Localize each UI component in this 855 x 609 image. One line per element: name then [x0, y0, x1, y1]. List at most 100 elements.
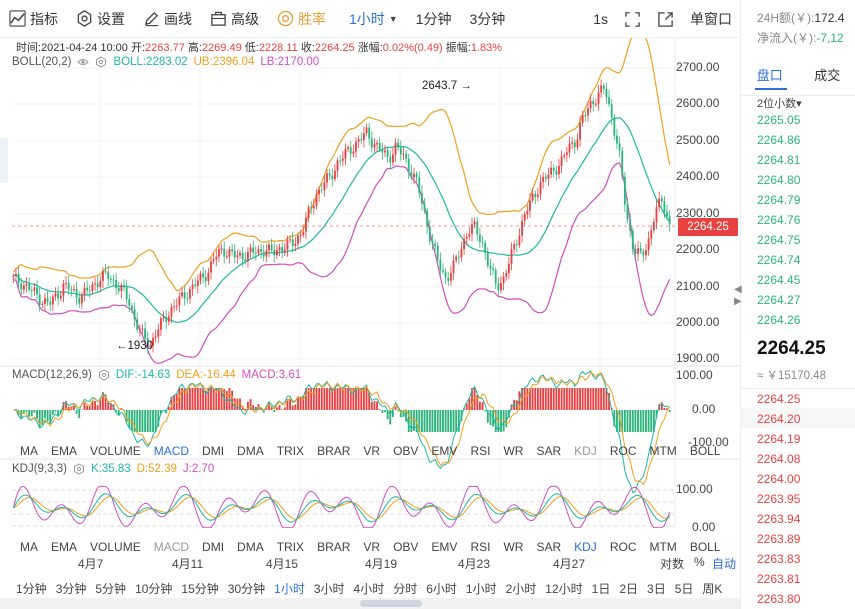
indicator-tab[interactable]: TRIX: [276, 444, 305, 458]
bid-price-row[interactable]: 2264.20: [757, 412, 801, 426]
indicator-tab[interactable]: VOLUME: [90, 540, 141, 554]
ask-price-row[interactable]: 2264.27: [757, 293, 801, 307]
indicator-tab[interactable]: DMA: [237, 540, 264, 554]
speed-button[interactable]: 1s: [585, 0, 616, 38]
bid-price-row[interactable]: 2263.83: [757, 552, 801, 566]
chart-area[interactable]: 时间:2021-04-24 10:00 开:2263.77 高:2269.49 …: [0, 38, 740, 609]
ask-price-row[interactable]: 2264.79: [757, 193, 801, 207]
period-option[interactable]: 5日: [674, 582, 694, 596]
winrate-button[interactable]: 胜率: [268, 0, 335, 38]
log-scale-toggle[interactable]: 对数: [660, 557, 685, 571]
bid-price-row[interactable]: 2263.81: [757, 572, 801, 586]
ask-price-row[interactable]: 2264.86: [757, 133, 801, 147]
period-option[interactable]: 分时: [393, 582, 418, 596]
ask-price-row[interactable]: 2264.81: [757, 153, 801, 167]
advanced-button[interactable]: 高级: [201, 0, 268, 38]
period-option[interactable]: 6小时: [426, 582, 457, 596]
bid-price-row[interactable]: 2263.89: [757, 532, 801, 546]
indicator-tab[interactable]: MA: [20, 540, 38, 554]
period-option[interactable]: 3分钟: [55, 582, 87, 596]
indicator-tab[interactable]: MTM: [649, 540, 677, 554]
indicator-tab[interactable]: VOLUME: [90, 444, 141, 458]
period-option[interactable]: 5分钟: [95, 582, 127, 596]
chart-scrollbar[interactable]: [0, 598, 740, 609]
indicator-tab[interactable]: BRAR: [317, 540, 351, 554]
kline-chart[interactable]: [0, 38, 740, 528]
indicator-tab[interactable]: MA: [20, 444, 38, 458]
eye-icon[interactable]: [77, 56, 90, 68]
period-option[interactable]: 4小时: [353, 582, 385, 596]
indicator-tab[interactable]: MTM: [649, 444, 677, 458]
indicator-tab[interactable]: WR: [503, 540, 524, 554]
period-option[interactable]: 1小时: [274, 582, 305, 596]
ask-price-row[interactable]: 2264.45: [757, 273, 801, 287]
single-window-button[interactable]: 单窗口: [682, 0, 740, 38]
percent-scale-toggle[interactable]: %: [694, 555, 705, 569]
period-option[interactable]: 3小时: [313, 582, 345, 596]
indicator-tab[interactable]: KDJ: [574, 540, 597, 554]
indicator-tab[interactable]: SAR: [536, 540, 562, 554]
fullscreen-button[interactable]: [616, 0, 649, 38]
indicator-tab[interactable]: SAR: [536, 444, 562, 458]
bid-price-row[interactable]: 2264.19: [757, 432, 801, 446]
bid-price-row[interactable]: 2264.08: [757, 452, 801, 466]
ask-price-row[interactable]: 2264.74: [757, 253, 801, 267]
period-option[interactable]: 2小时: [505, 582, 537, 596]
indicator-tab[interactable]: KDJ: [574, 444, 597, 458]
expand-panel-arrow-icon[interactable]: ▶: [734, 296, 742, 307]
indicator-tab[interactable]: OBV: [393, 540, 419, 554]
indicator-tab[interactable]: VR: [363, 540, 381, 554]
gear-icon[interactable]: [73, 463, 85, 475]
indicator-tab[interactable]: BOLL: [689, 444, 721, 458]
tab-order-book[interactable]: 盘口: [756, 68, 783, 83]
indicator-tab[interactable]: EMV: [431, 444, 458, 458]
scrollbar-thumb[interactable]: [360, 600, 422, 607]
ask-price-row[interactable]: 2265.05: [757, 113, 801, 127]
ask-price-row[interactable]: 2264.76: [757, 213, 801, 227]
period-option[interactable]: 2日: [619, 582, 639, 596]
bid-price-row[interactable]: 2264.25: [757, 392, 801, 406]
period-option[interactable]: 15分钟: [181, 582, 219, 596]
indicator-tab[interactable]: DMI: [202, 444, 225, 458]
decimal-precision-select[interactable]: 2位小数▾: [757, 98, 802, 110]
ask-price-row[interactable]: 2264.80: [757, 173, 801, 187]
interval-shortcut-3m[interactable]: 3分钟: [461, 0, 515, 38]
bid-price-row[interactable]: 2263.80: [757, 592, 801, 606]
period-option[interactable]: 1小时: [465, 582, 497, 596]
indicator-tab[interactable]: DMA: [237, 444, 264, 458]
tab-trades[interactable]: 成交: [814, 68, 841, 83]
bid-price-row[interactable]: 2264.00: [757, 472, 801, 486]
draw-button[interactable]: 画线: [134, 0, 201, 38]
indicator-tab[interactable]: RSI: [470, 540, 491, 554]
ask-price-row[interactable]: 2264.26: [757, 313, 801, 327]
indicator-tab[interactable]: VR: [363, 444, 381, 458]
collapse-panel-arrow-icon[interactable]: ◀: [734, 284, 742, 295]
gear-icon[interactable]: [95, 56, 107, 68]
indicator-tab[interactable]: WR: [503, 444, 524, 458]
auto-scale-toggle[interactable]: 自动: [712, 557, 737, 571]
settings-button[interactable]: 设置: [67, 0, 134, 38]
period-option[interactable]: 10分钟: [135, 582, 173, 596]
indicator-tab[interactable]: TRIX: [276, 540, 305, 554]
indicator-tab[interactable]: OBV: [393, 444, 419, 458]
indicator-tab[interactable]: BRAR: [317, 444, 351, 458]
ask-price-row[interactable]: 2264.75: [757, 233, 801, 247]
indicator-tab[interactable]: DMI: [202, 540, 225, 554]
period-option[interactable]: 12小时: [545, 582, 583, 596]
interval-shortcut-1m[interactable]: 1分钟: [407, 0, 461, 38]
popout-button[interactable]: [649, 0, 682, 38]
indicator-tab[interactable]: RSI: [470, 444, 491, 458]
left-edge-handle[interactable]: [0, 138, 8, 183]
period-option[interactable]: 周K: [702, 582, 723, 596]
indicator-tab[interactable]: MACD: [153, 540, 190, 554]
period-option[interactable]: 1分钟: [16, 582, 47, 596]
indicators-button[interactable]: 指标: [0, 0, 67, 38]
indicator-tab[interactable]: ROC: [609, 540, 637, 554]
gear-icon[interactable]: [98, 369, 110, 381]
indicator-tab[interactable]: EMV: [431, 540, 458, 554]
period-option[interactable]: 1日: [591, 582, 611, 596]
interval-dropdown[interactable]: 1小时 ▼: [335, 0, 407, 38]
period-option[interactable]: 30分钟: [227, 582, 266, 596]
indicator-tab[interactable]: EMA: [51, 540, 78, 554]
indicator-tab[interactable]: MACD: [153, 444, 190, 458]
